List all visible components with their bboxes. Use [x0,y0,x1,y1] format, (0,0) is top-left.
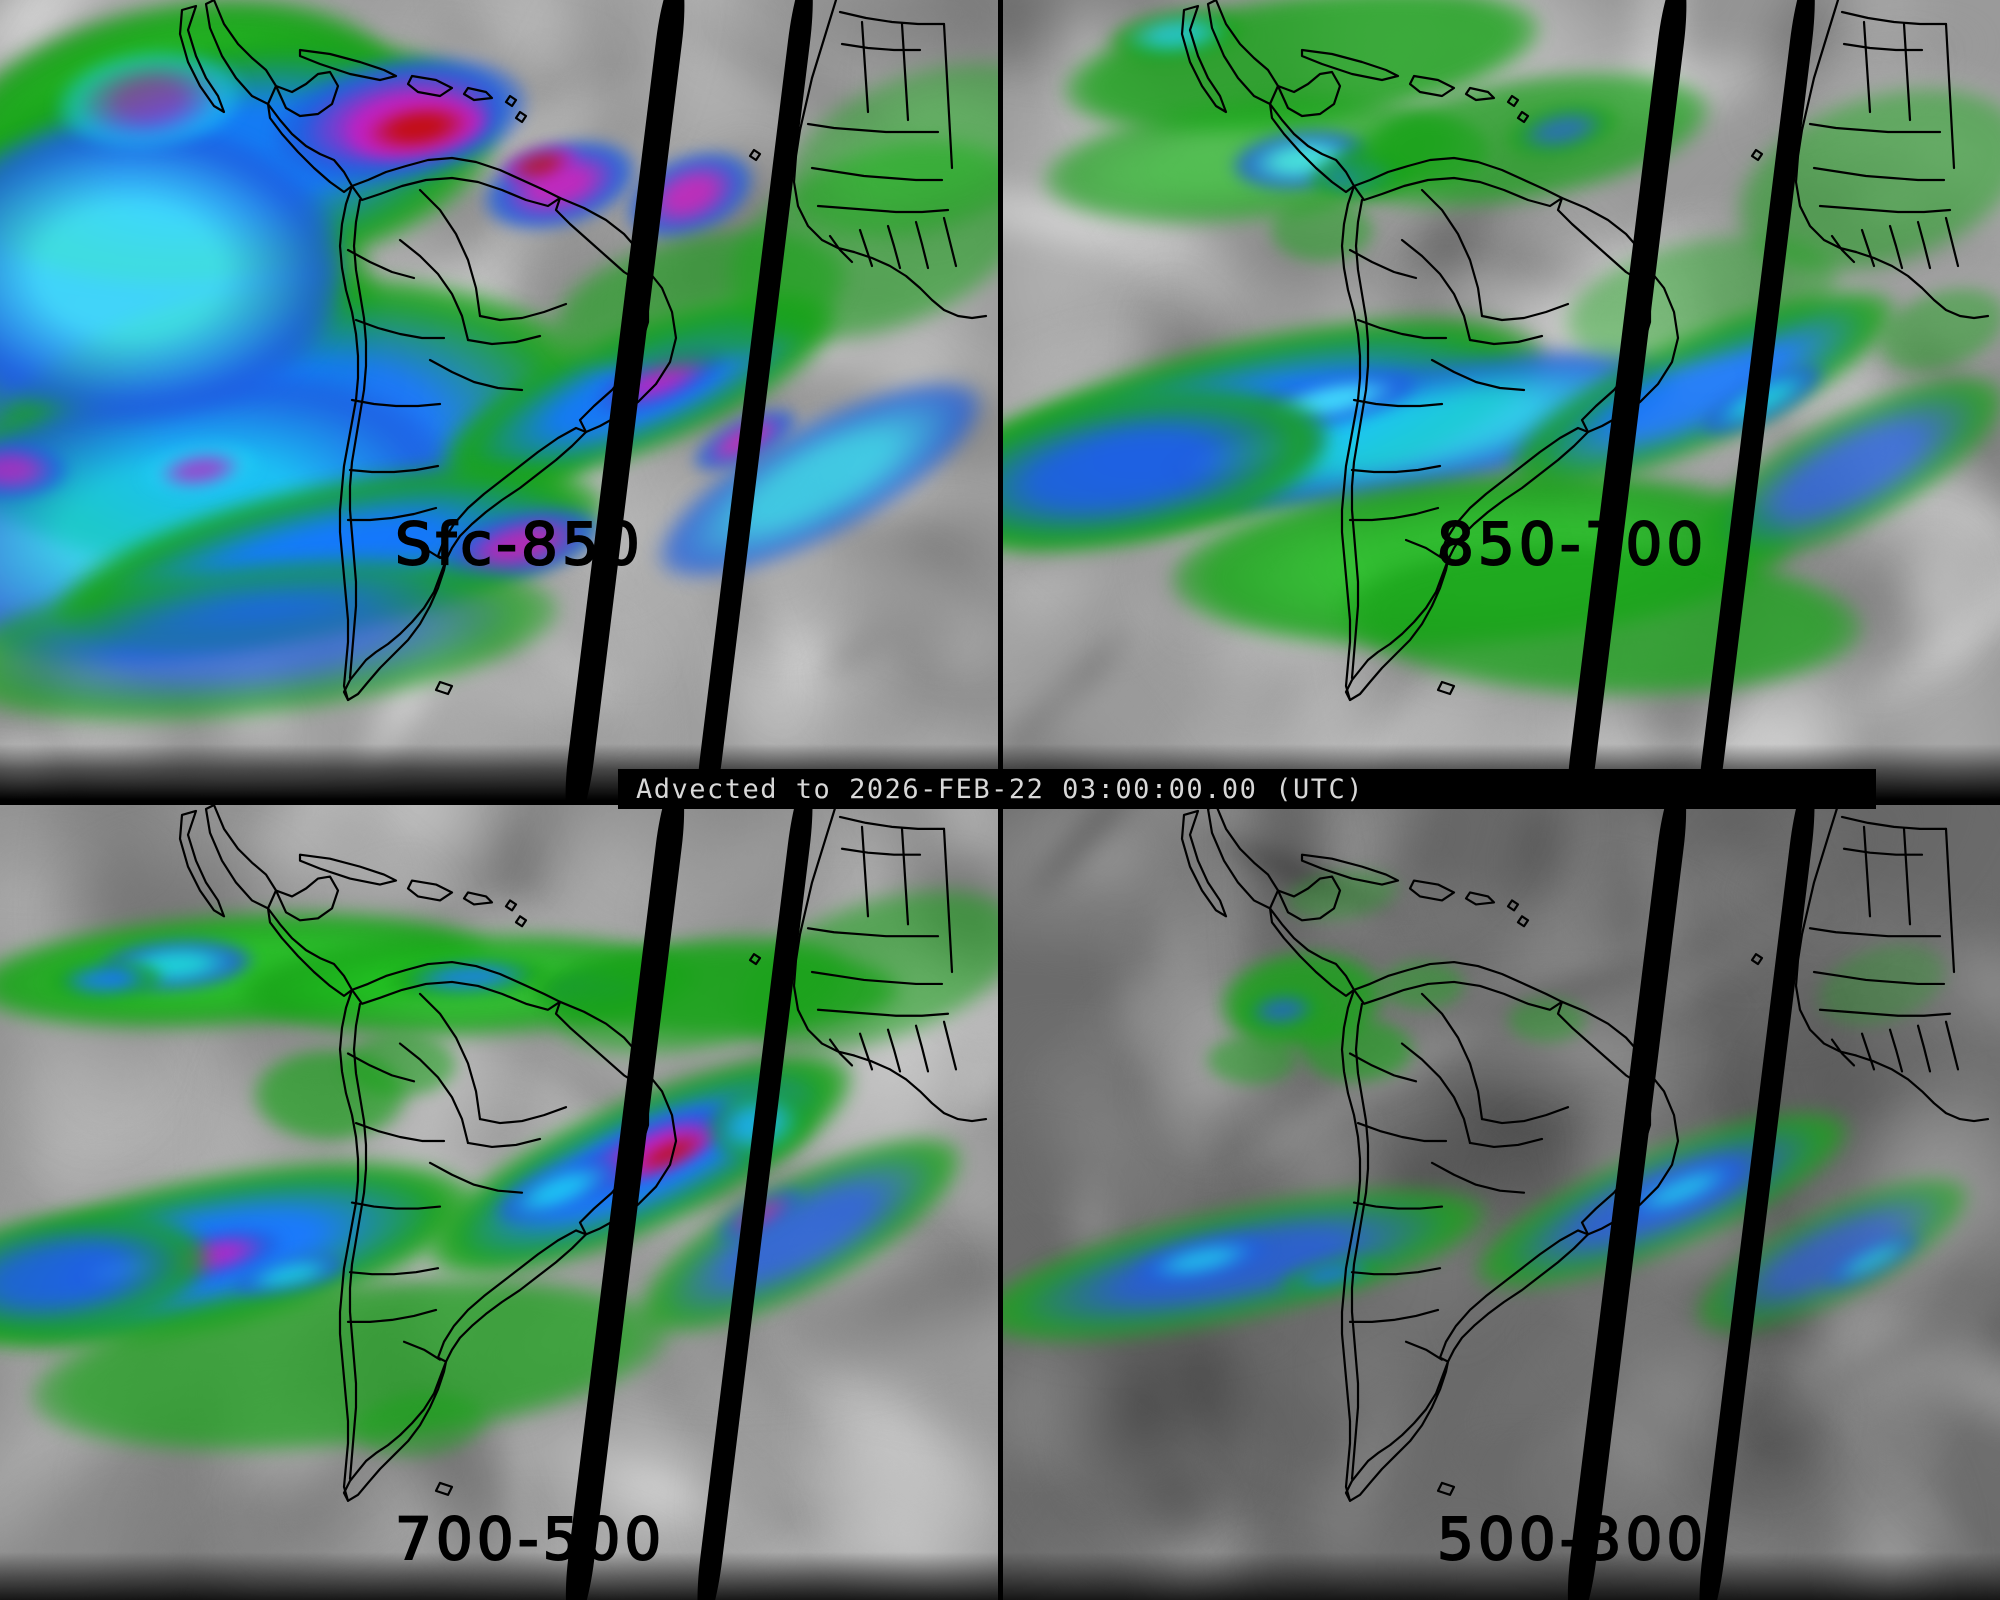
panel-500-300[interactable]: 500-300 [1002,805,2000,1600]
panel-700-500[interactable]: 700-500 [0,805,998,1600]
panel-700-500-imagery [0,805,998,1600]
panel-sfc-850-imagery [0,0,998,800]
timestamp-text: Advected to 2026-FEB-22 03:00:00.00 (UTC… [636,773,1364,805]
panel-850-700[interactable]: 850-700 [1002,0,2000,800]
timestamp-banner: Advected to 2026-FEB-22 03:00:00.00 (UTC… [618,769,1876,809]
panel-sfc-850[interactable]: Sfc-850 [0,0,998,800]
panel-850-700-imagery [1002,0,2000,800]
panel-500-300-imagery [1002,805,2000,1600]
